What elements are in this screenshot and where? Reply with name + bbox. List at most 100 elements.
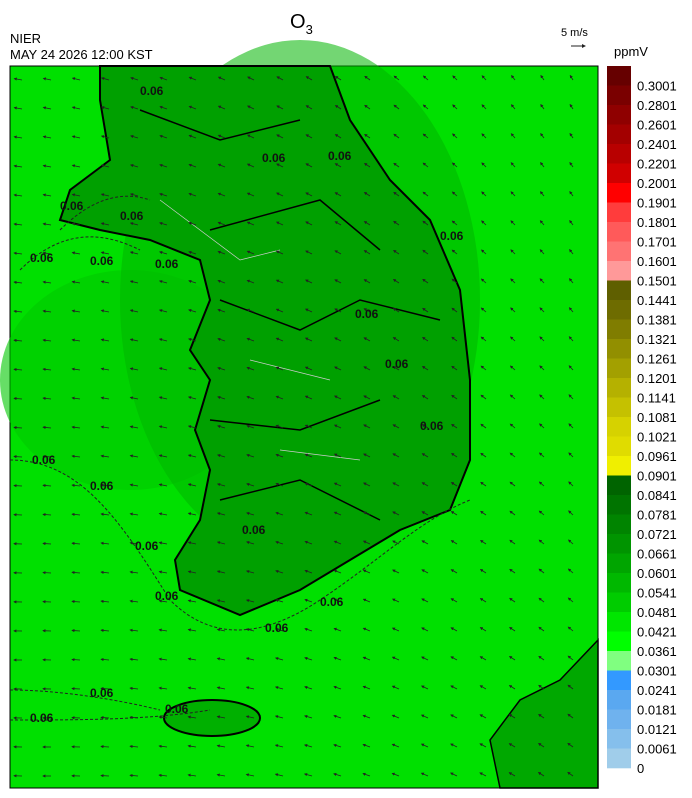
japan-coast — [489, 638, 599, 789]
wind-arrow — [100, 367, 110, 371]
contour-label: 0.06 — [440, 229, 464, 243]
wind-arrow — [451, 220, 458, 226]
wind-arrow — [158, 541, 168, 545]
wind-arrow — [100, 222, 110, 226]
contour-label: 0.06 — [120, 209, 144, 223]
wind-arrow — [217, 454, 226, 458]
wind-arrow — [129, 570, 139, 574]
wind-arrow — [391, 714, 400, 719]
wind-arrow — [421, 685, 429, 690]
wind-arrow — [100, 599, 110, 603]
wind-arrow — [276, 134, 284, 139]
wind-arrow — [568, 423, 574, 429]
wind-arrow — [13, 106, 23, 110]
wind-arrow — [510, 278, 516, 284]
colorbar-block — [607, 66, 631, 86]
wind-arrow — [13, 338, 23, 343]
wind-arrow — [420, 772, 429, 777]
wind-arrow — [362, 598, 371, 603]
wind-arrow — [567, 771, 574, 777]
wind-arrow — [508, 772, 516, 777]
wind-arrow — [363, 279, 371, 284]
wind-arrow — [391, 627, 400, 632]
wind-arrow — [217, 366, 226, 371]
wind-arrow — [71, 309, 81, 313]
wind-arrow — [450, 685, 458, 690]
wind-arrow — [509, 597, 516, 603]
wind-arrow — [158, 744, 168, 748]
wind-arrow — [538, 568, 545, 574]
wind-arrow — [245, 599, 255, 603]
colorbar-block — [607, 690, 631, 710]
wind-arrow — [421, 540, 429, 545]
wind-arrow — [450, 714, 458, 719]
wind-arrow — [304, 715, 313, 719]
wind-arrow — [304, 656, 313, 661]
wind-arrow — [42, 542, 52, 546]
wind-arrow — [334, 163, 342, 168]
wind-arrow — [245, 773, 255, 777]
colorbar-block — [607, 748, 631, 769]
contour-line — [9, 459, 471, 631]
wind-arrow — [568, 336, 574, 342]
wind-arrow — [158, 280, 168, 284]
contour-label: 0.06 — [320, 595, 344, 609]
wind-arrow — [42, 396, 52, 400]
colorbar-label: 0.1381 — [637, 313, 677, 328]
wind-arrow — [187, 454, 197, 458]
wind-arrow — [511, 75, 516, 81]
wind-arrow — [13, 396, 23, 401]
wind-arrow — [333, 743, 342, 748]
wind-arrow — [130, 135, 139, 139]
wind-arrow — [333, 453, 342, 458]
wind-arrow — [187, 425, 197, 429]
contour-labels: 0.06 0.06 0.06 0.06 0.06 0.06 0.06 0.06 0.06 0.06… — [30, 84, 464, 725]
wind-arrow — [364, 75, 371, 81]
wind-arrow — [421, 453, 429, 458]
wind-arrow — [479, 772, 487, 777]
colorbar-block — [607, 631, 631, 652]
wind-arrow — [392, 308, 400, 313]
wind-arrow — [364, 104, 371, 110]
wind-arrow — [129, 454, 139, 458]
wind-arrow — [188, 367, 197, 371]
wind-arrow — [246, 221, 255, 226]
wind-arrow — [216, 715, 226, 719]
wind-arrow — [304, 511, 313, 516]
wind-arrow — [216, 570, 226, 574]
wind-arrow — [569, 219, 574, 226]
wind-arrow — [333, 482, 342, 487]
colorbar-label: 0.0061 — [637, 742, 677, 757]
colorbar-label: 0.0661 — [637, 547, 677, 562]
wind-arrow — [422, 336, 429, 342]
wind-arrow — [568, 481, 574, 487]
wind-arrow — [158, 512, 168, 516]
wind-arrow — [333, 598, 342, 603]
wind-arrow — [100, 396, 110, 400]
wind-arrow — [188, 105, 197, 110]
wind-arrow — [451, 336, 458, 342]
colorbar-block — [607, 729, 631, 749]
wind-arrow — [130, 164, 139, 168]
wind-arrow — [539, 220, 545, 226]
colorbar-label: 0.0361 — [637, 644, 677, 659]
wind-arrow — [42, 77, 52, 81]
colorbar-block — [607, 339, 631, 359]
colorbar-block — [607, 300, 631, 320]
wind-arrow — [539, 191, 545, 197]
wind-arrow — [187, 396, 197, 400]
wind-arrow — [362, 714, 371, 719]
wind-arrow — [159, 222, 168, 226]
wind-arrow — [569, 161, 574, 168]
wind-arrow — [363, 424, 371, 429]
contour-label: 0.06 — [90, 686, 114, 700]
wind-arrow — [129, 309, 139, 313]
wind-arrow — [42, 135, 52, 139]
wind-arrow — [158, 338, 168, 342]
wind-arrow — [509, 365, 516, 371]
wind-arrow — [421, 598, 429, 603]
wind-arrow — [510, 104, 516, 110]
wind-arrow — [362, 511, 371, 516]
contour-label: 0.06 — [165, 702, 189, 716]
wind-arrow — [452, 104, 458, 110]
